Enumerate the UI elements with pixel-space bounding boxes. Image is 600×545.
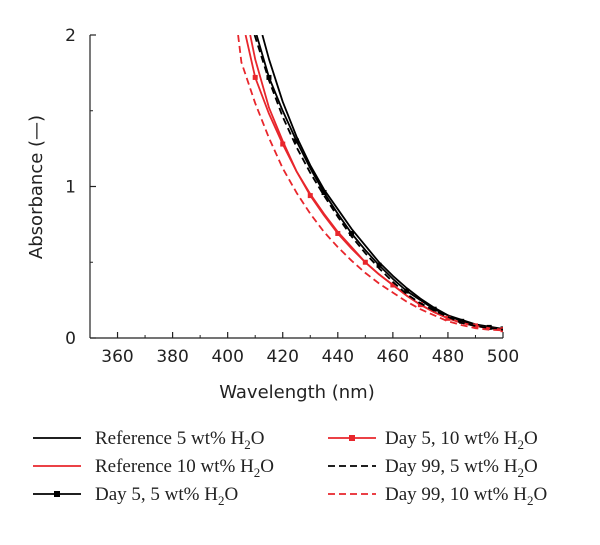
series-3-marker bbox=[431, 306, 437, 312]
series-4-marker bbox=[335, 230, 341, 236]
x-tick-label: 360 bbox=[101, 347, 133, 367]
y-tick-label: 2 bbox=[65, 26, 76, 46]
legend-item-6: Day 99, 10 wt% H2O bbox=[328, 484, 547, 508]
x-tick-label: 400 bbox=[211, 347, 243, 367]
legend-label: Reference 5 wt% H2O bbox=[95, 428, 265, 452]
series-line-6 bbox=[237, 35, 503, 332]
series-4-marker bbox=[307, 193, 313, 199]
series-3-marker bbox=[321, 190, 327, 196]
series-4-marker bbox=[472, 323, 478, 329]
series-line-1 bbox=[261, 35, 503, 330]
series-3-marker bbox=[349, 230, 355, 236]
series-line-5 bbox=[253, 35, 503, 331]
legend-item-2: Reference 10 wt% H2O bbox=[33, 456, 274, 480]
axes: 360 380 400 420 440 460 480 500 0 1 2 bbox=[65, 26, 519, 367]
x-tick-label: 440 bbox=[322, 347, 354, 367]
y-axis-title: Absorbance (—) bbox=[26, 115, 47, 259]
x-tick-label: 480 bbox=[432, 347, 464, 367]
series-4-marker bbox=[280, 141, 286, 147]
legend-item-5: Day 99, 5 wt% H2O bbox=[328, 456, 538, 480]
legend-marker bbox=[54, 491, 60, 497]
legend-item-4: Day 5, 10 wt% H2O bbox=[328, 428, 538, 452]
series-4-marker bbox=[445, 315, 451, 321]
series-line-2 bbox=[249, 35, 503, 331]
series-4-marker bbox=[417, 302, 423, 308]
legend-item-3: Day 5, 5 wt% H2O bbox=[33, 484, 238, 508]
series-4-marker bbox=[362, 259, 368, 265]
series-3-marker bbox=[376, 262, 382, 268]
x-tick-label: 460 bbox=[377, 347, 409, 367]
series-3-marker bbox=[459, 318, 465, 324]
y-tick-label: 1 bbox=[65, 178, 76, 198]
legend-label: Day 99, 5 wt% H2O bbox=[385, 456, 538, 480]
legend: Reference 5 wt% H2O Reference 10 wt% H2O D… bbox=[33, 428, 547, 508]
legend-marker bbox=[349, 435, 355, 441]
legend-label: Day 5, 5 wt% H2O bbox=[95, 484, 238, 508]
plot-area bbox=[237, 35, 503, 333]
x-tick-label: 500 bbox=[487, 347, 519, 367]
legend-item-1: Reference 5 wt% H2O bbox=[33, 428, 265, 452]
series-4-marker bbox=[252, 74, 258, 80]
series-3-marker bbox=[294, 138, 299, 144]
series-4-marker bbox=[390, 282, 396, 288]
legend-label: Reference 10 wt% H2O bbox=[95, 456, 274, 480]
x-tick-label: 420 bbox=[267, 347, 299, 367]
x-tick-label: 380 bbox=[156, 347, 188, 367]
series-line-3 bbox=[255, 35, 503, 330]
series-line-4 bbox=[244, 35, 503, 331]
x-axis-title: Wavelength (nm) bbox=[219, 382, 375, 403]
legend-label: Day 5, 10 wt% H2O bbox=[385, 428, 538, 452]
series-3-marker bbox=[404, 288, 410, 294]
legend-label: Day 99, 10 wt% H2O bbox=[385, 484, 547, 508]
y-tick-label: 0 bbox=[65, 329, 76, 349]
